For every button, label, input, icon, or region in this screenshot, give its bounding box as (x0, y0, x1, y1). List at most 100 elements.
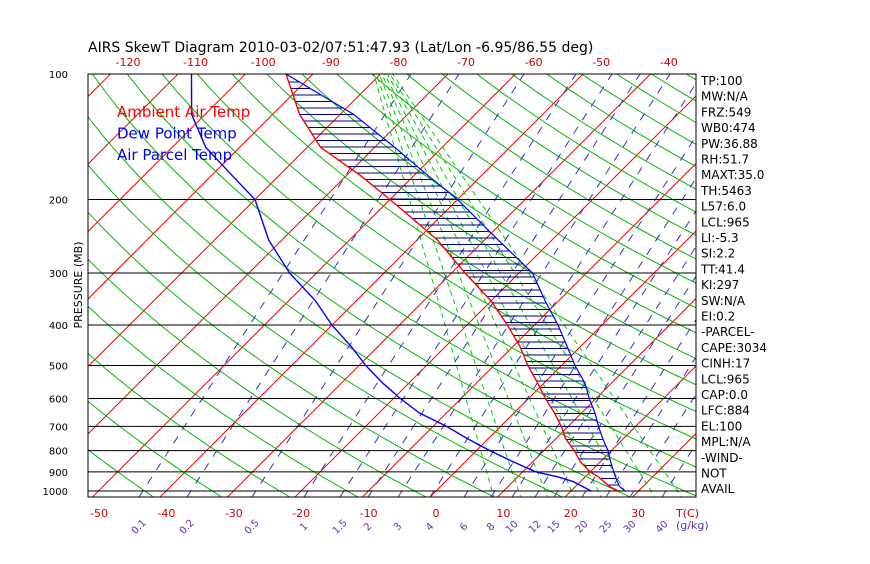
dry-adiabat-line (442, 74, 870, 500)
mixing-ratio-unit: (g/kg) (676, 519, 709, 532)
index-label: MAXT:35.0 (701, 168, 764, 182)
index-label: TP:100 (700, 74, 743, 88)
top-temp-tick-label: -120 (116, 56, 141, 69)
bottom-temp-tick-label: -40 (157, 507, 175, 520)
dry-adiabat-line (372, 74, 870, 500)
pressure-tick-label: 600 (49, 394, 68, 405)
top-temp-tick-label: -110 (183, 56, 208, 69)
pressure-tick-label: 400 (49, 321, 68, 332)
index-label: KI:297 (701, 278, 739, 292)
isotherm-line (0, 74, 43, 500)
index-label: AVAIL (701, 482, 735, 496)
mixing-ratio-tick-label: 4 (424, 521, 436, 533)
pressure-tick-label: 1000 (43, 487, 68, 498)
index-label: LCL:965 (701, 215, 750, 229)
moist-adiabat-line (390, 74, 657, 500)
index-label: PW:36.88 (701, 137, 758, 151)
top-temp-tick-label: -40 (660, 56, 678, 69)
mixing-ratio-line (252, 74, 524, 497)
bottom-temp-tick-label: -10 (360, 507, 378, 520)
pressure-tick-label: 700 (49, 422, 68, 433)
index-label: CINH:17 (701, 357, 750, 371)
parcel-temp-line (286, 74, 625, 491)
bottom-temp-tick-label: 20 (564, 507, 578, 520)
moist-adiabat-line (385, 74, 603, 500)
sounding-profiles (192, 74, 626, 491)
mixing-ratio-line (554, 74, 826, 497)
isotherm-line (225, 74, 651, 500)
mixing-ratio-tick-label: 8 (485, 521, 497, 533)
mixing-ratio-tick-label: 3 (392, 521, 404, 533)
mixing-ratio-line (535, 74, 807, 497)
chart-title: AIRS SkewT Diagram 2010-03-02/07:51:47.9… (88, 40, 593, 56)
index-label: NOT (701, 467, 727, 481)
index-label: CAP:0.0 (701, 388, 748, 402)
bottom-temp-tick-label: 10 (496, 507, 510, 520)
top-temp-tick-label: -70 (457, 56, 475, 69)
mixing-ratio-tick-label: 15 (546, 519, 563, 536)
top-temp-tick-label: -80 (389, 56, 407, 69)
mixing-ratio-tick-label: 40 (654, 519, 671, 536)
legend: Ambient Air Temp Dew Point Temp Air Parcel… (117, 103, 250, 164)
mixing-ratio-tick-label: 12 (527, 519, 544, 536)
pressure-tick-label: 500 (49, 361, 68, 372)
index-label: LCL:965 (701, 372, 750, 386)
bottom-temp-tick-label: -20 (292, 507, 310, 520)
pressure-tick-label: 900 (49, 468, 68, 479)
top-temp-tick-label: -50 (592, 56, 610, 69)
index-label: EL:100 (701, 419, 742, 433)
index-label: RH:51.7 (701, 153, 749, 167)
bottom-temp-tick-label: -50 (90, 507, 108, 520)
moist-adiabat-line (374, 74, 495, 500)
isotherm-line (0, 74, 111, 500)
pressure-tick-label: 800 (49, 447, 68, 458)
mixing-ratio-tick-label: 0.2 (178, 518, 197, 537)
index-label: CAPE:3034 (701, 341, 767, 355)
mixing-ratio-tick-label: 6 (458, 521, 470, 533)
mixing-ratio-tick-label: 20 (574, 519, 591, 536)
index-label: LI:-5.3 (701, 231, 739, 245)
index-label: L57:6.0 (701, 200, 746, 214)
dry-adiabat-line (477, 74, 870, 500)
index-label: LFC:884 (701, 404, 750, 418)
pressure-tick-label: 200 (49, 196, 68, 207)
dewpoint-line (192, 74, 592, 491)
mixing-ratio-tick-label: 10 (504, 519, 521, 536)
index-label: -PARCEL- (701, 325, 755, 339)
index-label: TH:5463 (700, 184, 752, 198)
mixing-ratio-tick-label: 30 (622, 519, 639, 536)
legend-label: Dew Point Temp (117, 125, 237, 143)
isotherm-line (765, 74, 870, 500)
mixing-ratio-line (304, 74, 576, 497)
mixing-ratio-tick-label: 2 (362, 521, 374, 533)
index-label: SW:N/A (701, 294, 746, 308)
index-label: MW:N/A (701, 90, 749, 104)
index-label: MPL:N/A (701, 435, 751, 449)
bottom-temp-tick-label: 0 (433, 507, 440, 520)
legend-label: Air Parcel Temp (117, 146, 232, 164)
mixing-ratio-tick-label: 1 (298, 521, 310, 533)
index-label: FRZ:549 (701, 105, 751, 119)
legend-label: Ambient Air Temp (117, 103, 250, 121)
bottom-temp-tick-label: -30 (225, 507, 243, 520)
top-temp-tick-label: -100 (251, 56, 276, 69)
isotherm-line (495, 74, 870, 500)
index-label: -WIND- (701, 451, 743, 465)
index-label: WB0:474 (701, 121, 756, 135)
top-temp-tick-label: -60 (525, 56, 543, 69)
mixing-ratio-line (430, 74, 702, 497)
pressure-tick-label: 100 (49, 70, 68, 81)
index-label: SI:2.2 (701, 247, 735, 261)
mixing-ratio-line (662, 74, 870, 497)
y-axis-label: PRESSURE (MB) (72, 242, 85, 329)
pressure-tick-label: 300 (49, 269, 68, 280)
bottom-temp-tick-label: 30 (631, 507, 645, 520)
mixing-ratio-tick-label: 1.5 (331, 518, 350, 537)
index-label: EI:0.2 (701, 310, 735, 324)
mixing-ratio-tick-label: 25 (598, 519, 615, 536)
top-temp-tick-label: -90 (322, 56, 340, 69)
dry-adiabat-line (232, 74, 870, 500)
